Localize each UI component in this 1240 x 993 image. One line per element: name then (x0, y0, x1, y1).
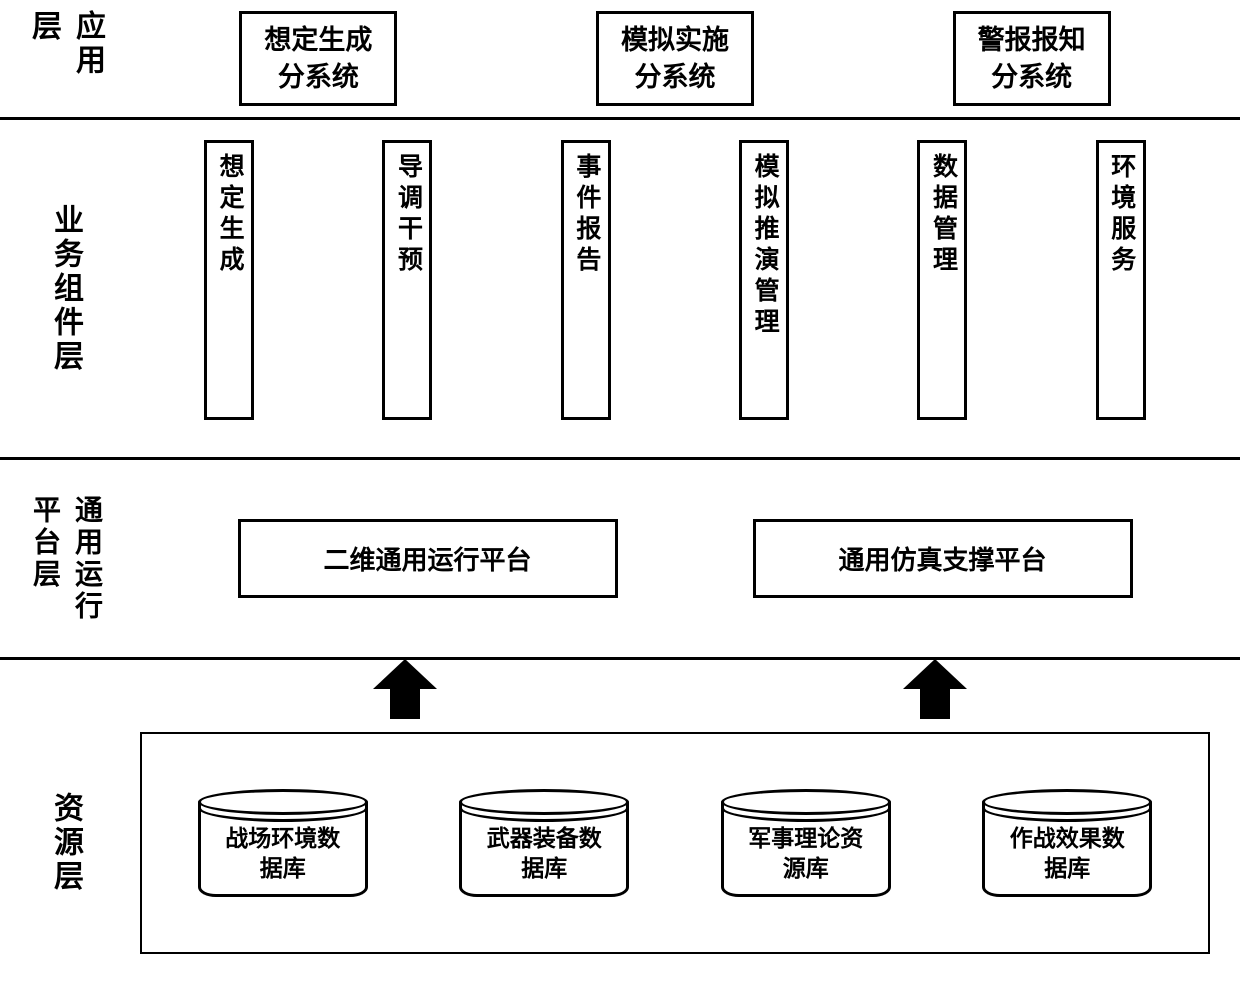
component-label: 模拟推演管理 (746, 153, 782, 339)
db-label-line: 据库 (991, 854, 1143, 884)
business-layer-label: 业务组件层 (0, 120, 130, 457)
component-box: 数据管理 (917, 140, 967, 420)
platform-box-label: 二维通用运行平台 (323, 546, 531, 575)
platform-box: 通用仿真支撑平台 (753, 519, 1133, 598)
application-layer-body: 想定生成 分系统 模拟实施 分系统 警报报知 分系统 (130, 0, 1240, 117)
component-label: 数据管理 (924, 153, 960, 277)
database-icon: 武器装备数 据库 (434, 789, 654, 897)
db-label-line: 武器装备数 (468, 824, 620, 854)
database-icon: 作战效果数 据库 (957, 789, 1177, 897)
business-layer: 业务组件层 想定生成 导调干预 事件报告 模拟推演管理 数据管理 环境服务 (0, 120, 1240, 460)
platform-box: 二维通用运行平台 (238, 519, 618, 598)
app-box-line: 分系统 (264, 59, 372, 95)
database-icon: 战场环境数 据库 (173, 789, 393, 897)
up-arrow-icon (900, 659, 970, 719)
component-label: 想定生成 (211, 153, 247, 277)
component-label: 环境服务 (1103, 153, 1139, 277)
platform-box-label: 通用仿真支撑平台 (838, 546, 1046, 575)
app-box-line: 想定生成 (264, 22, 372, 58)
layer-label-text: 应用层 (21, 10, 109, 107)
db-label-line: 源库 (730, 854, 882, 884)
app-box: 想定生成 分系统 (239, 11, 397, 106)
app-box-line: 分系统 (978, 59, 1086, 95)
component-box: 模拟推演管理 (739, 140, 789, 420)
resource-layer-body: 战场环境数 据库 武器装备数 据库 军事理论资 源库 (130, 718, 1240, 968)
platform-layer: 平台层 通用运行 二维通用运行平台 通用仿真支撑平台 (0, 460, 1240, 660)
app-box-line: 分系统 (621, 59, 729, 95)
platform-layer-label: 平台层 通用运行 (0, 460, 130, 657)
component-label: 导调干预 (389, 153, 425, 277)
layer-label-text: 资源层 (43, 792, 87, 894)
db-label-line: 战场环境数 (207, 824, 359, 854)
db-label-line: 军事理论资 (730, 824, 882, 854)
resource-frame: 战场环境数 据库 武器装备数 据库 军事理论资 源库 (140, 732, 1210, 954)
application-layer-label: 应用层 (0, 0, 130, 117)
app-box-line: 模拟实施 (621, 22, 729, 58)
component-label: 事件报告 (568, 153, 604, 277)
db-label-line: 作战效果数 (991, 824, 1143, 854)
up-arrow-icon (370, 659, 440, 719)
component-box: 事件报告 (561, 140, 611, 420)
app-box-line: 警报报知 (978, 22, 1086, 58)
layer-label-text: 平台层 (24, 495, 64, 623)
database-icon: 军事理论资 源库 (696, 789, 916, 897)
db-label-line: 据库 (468, 854, 620, 884)
resource-layer: 资源层 战场环境数 据库 武器装备数 据库 (0, 718, 1240, 968)
arrow-row (130, 654, 1240, 724)
application-layer: 应用层 想定生成 分系统 模拟实施 分系统 警报报知 分系统 (0, 0, 1240, 120)
app-box: 警报报知 分系统 (953, 11, 1111, 106)
business-layer-body: 想定生成 导调干预 事件报告 模拟推演管理 数据管理 环境服务 (130, 120, 1240, 457)
component-box: 想定生成 (204, 140, 254, 420)
resource-layer-label: 资源层 (0, 718, 130, 968)
layer-label-text: 业务组件层 (43, 204, 87, 374)
app-box: 模拟实施 分系统 (596, 11, 754, 106)
platform-layer-body: 二维通用运行平台 通用仿真支撑平台 (130, 460, 1240, 657)
component-box: 导调干预 (382, 140, 432, 420)
db-label-line: 据库 (207, 854, 359, 884)
layer-label-text: 通用运行 (66, 495, 106, 623)
component-box: 环境服务 (1096, 140, 1146, 420)
